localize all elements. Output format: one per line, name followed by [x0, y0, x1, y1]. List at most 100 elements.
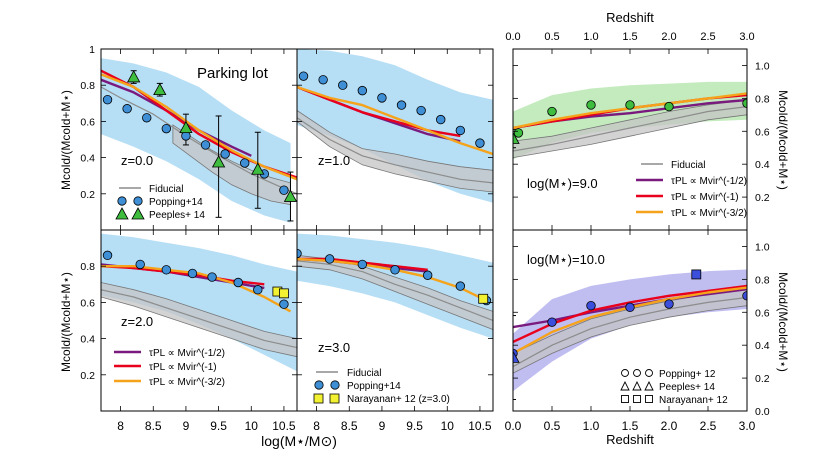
peeples-point-p1-3 [211, 155, 226, 168]
y-tick-label-p3-2: 0.6 [80, 297, 95, 309]
fiducial-band-p2 [297, 110, 493, 193]
x-tick-label-p3-1: 8.5 [145, 419, 162, 433]
popping-point-p1-6 [220, 149, 230, 159]
popping-point-p5-5 [742, 98, 747, 108]
legend-tau-threehalf-label-p5: τPL ∝ Mvir^(-3/2) [671, 208, 747, 219]
panel-label-z0: z=0.0 [121, 153, 153, 168]
legend-popping-marker-2 [133, 196, 143, 206]
popping-point-p1-2 [142, 113, 152, 123]
x-tick-label-p4-2: 9 [379, 419, 386, 433]
series-line-fiducial-p3 [101, 289, 297, 349]
legend-popping-marker-p4-2 [330, 380, 340, 390]
popping-point-p4-5 [455, 281, 466, 291]
left-x-axis-label: log(M⋆/M⊙) [261, 433, 337, 449]
series-line-fiducial-p5 [513, 106, 747, 152]
axes-frame-p4 [296, 229, 494, 412]
popping-point-p4-2 [357, 259, 368, 270]
y-tick-label-right-p5-2: 0.6 [755, 126, 770, 138]
legend-peeples-marker [115, 207, 129, 220]
series-line-tau_threehalf-p1 [101, 73, 297, 181]
legend-peeples-label: Peeples+ 14 [149, 210, 205, 221]
y-tick-label-p1-2: 0.6 [80, 116, 95, 128]
x-tick-label-p4-1: 8.5 [341, 419, 358, 433]
y-tick-label-right-p6-4: 0.8 [755, 274, 770, 286]
narayanan-point-p4-0 [478, 293, 489, 304]
narayanan-point-p6-0 [691, 269, 702, 280]
x-tick-label-p6-4: 2.0 [661, 419, 678, 433]
peeples-point-p1-0 [126, 70, 141, 83]
popping-point-p6-3 [625, 302, 635, 313]
panel-label-z2: z=2.0 [121, 314, 153, 329]
fiducial-band-p4 [297, 254, 493, 331]
legend-circle-b [633, 369, 641, 377]
right-top-x-axis-label: Redshift [606, 10, 654, 25]
plot-area-p2 [297, 49, 493, 203]
chart-panels: 0.20.40.60.818 8.5 9 9.5 10 10.50.20.40.60.88… [80, 31, 769, 433]
y-tick-label-right-p6-2: 0.4 [755, 340, 770, 352]
popping-point-p2-0 [298, 71, 309, 81]
peeples-point-p1-5 [283, 189, 297, 202]
panel-p4: 8 8.5 9 9.5 10 10.5 [296, 229, 494, 433]
left-y-axis-label-top: Mcold/(Mcold+M⋆) [59, 90, 73, 190]
popping-point-p6-1 [547, 317, 557, 327]
popping-point-p2-5 [396, 100, 407, 110]
legend-narayanan-marker-p4-2 [329, 393, 340, 404]
legend-popping-marker [117, 196, 127, 206]
legend-tau-one-label: τPL ∝ Mvir^(-1) [149, 362, 217, 373]
x-tick-label-top-p5-3: 1.5 [622, 31, 637, 43]
peeples-point-p1-2 [179, 120, 193, 134]
series-line-fiducial-p2 [297, 117, 493, 184]
popping-point-p5-4 [664, 101, 674, 112]
panel-p6: 0.0 0.5 1.0 1.5 2.0 2.5 3.00.00.20.40.60.81.0 [505, 229, 770, 433]
legend-popping-label-p4: Popping+14 [347, 381, 401, 392]
popping-point-p2-7 [436, 114, 446, 125]
y-tick-label-p1-1: 0.4 [80, 153, 95, 165]
x-tick-label-top-p5-0: 0.0 [505, 31, 520, 43]
popping-point-p4-3 [390, 265, 400, 275]
x-tick-label-p3-3: 9.5 [210, 419, 227, 433]
popping-point-p1-3 [161, 123, 172, 134]
popping-point-p2-8 [455, 125, 466, 136]
x-tick-label-p3-4: 10 [245, 419, 259, 433]
legend-panel-1: Fiducial Popping+14 Peeples+ 14 [115, 184, 205, 221]
legend-triangle-c [644, 380, 654, 391]
legend-fiducial-label-p5: Fiducial [671, 160, 705, 171]
popping-point-p1-7 [240, 158, 250, 168]
fiducial-band-p6 [513, 288, 747, 374]
legend-circle-c [645, 369, 653, 377]
popping-point-p5-0 [513, 128, 524, 138]
y-tick-label-p1-4: 1 [89, 44, 95, 56]
popping-point-p5-3 [625, 100, 635, 110]
legend-popping12-label: Popping+ 12 [659, 369, 716, 380]
x-tick-label-p6-5: 2.5 [700, 419, 717, 433]
legend-tau-half-label-p5: τPL ∝ Mvir^(-1/2) [671, 176, 747, 187]
peeples-point-p5-0 [513, 131, 520, 144]
popping-point-p1-0 [102, 94, 113, 105]
plot-area-p6 [513, 269, 747, 400]
x-tick-label-p3-5: 10.5 [272, 419, 296, 433]
legend-tau-half-label: τPL ∝ Mvir^(-1/2) [149, 348, 225, 359]
popping-point-p5-1 [547, 106, 557, 117]
x-tick-label-top-p5-5: 2.5 [700, 31, 715, 43]
plot-area-p1 [101, 58, 297, 223]
x-tick-label-p4-4: 10 [441, 419, 455, 433]
y-tick-label-right-p5-4: 1.0 [755, 60, 770, 72]
x-tick-label-p6-2: 1.0 [583, 419, 600, 433]
parking-lot-annotation: Parking lot [197, 65, 269, 82]
right-y-axis-label-bottom: Mcold/(Mcold+M⋆) [776, 272, 790, 372]
legend-circle-a [621, 369, 629, 377]
y-tick-label-right-p5-0: 0.2 [755, 192, 770, 204]
panel-label-logm9: log(M⋆)=9.0 [527, 176, 598, 191]
legend-narayanan12-label: Narayanan+ 12 [659, 395, 728, 406]
popping-point-p1-1 [122, 104, 132, 114]
popping-point-p2-6 [416, 105, 426, 116]
peeples-point-p1-4 [251, 162, 265, 175]
legend-fiducial-label: Fiducial [149, 184, 183, 195]
y-tick-label-right-p6-1: 0.2 [755, 373, 770, 385]
y-tick-label-right-p5-1: 0.4 [755, 159, 770, 171]
panel-label-logm10: log(M⋆)=10.0 [527, 252, 605, 267]
plot-area-p3 [101, 233, 297, 372]
peeples-point-p6-0 [513, 350, 520, 363]
series-line-tau_half-p1 [101, 78, 252, 157]
y-tick-label-p3-0: 0.2 [80, 370, 95, 382]
